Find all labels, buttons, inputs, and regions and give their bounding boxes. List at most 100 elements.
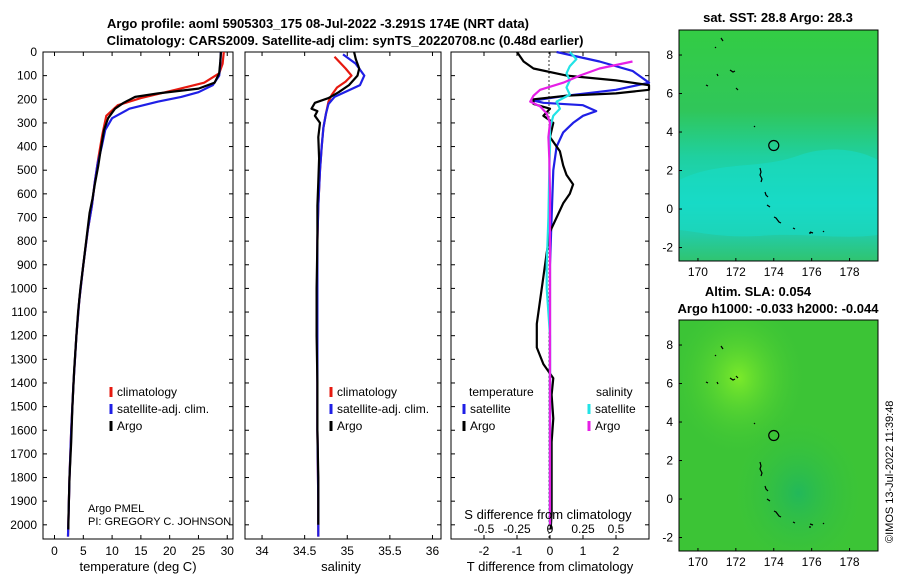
x-tick-label: 176: [802, 265, 822, 279]
series-line-argo: [310, 51, 361, 525]
s-tick-label: -0.5: [474, 522, 495, 536]
y-tick-label: 1500: [10, 400, 37, 414]
s-difference-ticks: -0.5 -0.25 0 0.25 0.5: [474, 522, 625, 536]
x-tick-label: 30: [221, 544, 235, 558]
x-tick-label: 1: [580, 544, 587, 558]
y-tick-label: 0: [666, 492, 673, 506]
x-tick-label: 35: [341, 544, 355, 558]
y-tick-label: 900: [17, 258, 37, 272]
x-tick-label: 0: [547, 544, 554, 558]
x-tick-label: 25: [192, 544, 206, 558]
t-difference-xlabel: T difference from climatology: [467, 559, 634, 574]
legend-t-satellite: satellite: [470, 402, 511, 416]
y-tick-label: 400: [17, 140, 37, 154]
y-tick-label: 6: [666, 377, 673, 391]
x-tick-label: 5: [80, 544, 87, 558]
legend-s-satellite: satellite: [595, 402, 636, 416]
legend-argo: Argo: [117, 419, 143, 433]
legend-t-argo: Argo: [470, 419, 496, 433]
sla-map: Altim. SLA: 0.054 Argo h1000: -0.033 h20…: [662, 284, 879, 569]
salinity-legend: climatology satellite-adj. clim. Argo: [329, 385, 429, 433]
sla-x-ticks: 170 172 174 176 178: [688, 548, 860, 569]
y-tick-label: -2: [662, 531, 673, 545]
temperature-x-ticks: 0 5 10 15 20 25 30: [51, 52, 234, 558]
x-tick-label: 0: [51, 544, 58, 558]
sst-map-frame: [678, 29, 879, 262]
annotation-argo-pmel: Argo PMEL: [88, 503, 144, 515]
legend-climatology: climatology: [337, 385, 397, 399]
watermark: ©IMOS 13-Jul-2022 11:39:48: [884, 401, 896, 543]
argo-float-marker: [768, 429, 780, 442]
y-tick-label: 1700: [10, 447, 37, 461]
salinity-lines: [310, 51, 366, 537]
y-tick-label: 8: [666, 48, 673, 62]
x-tick-label: 10: [105, 544, 119, 558]
sst-map: sat. SST: 28.8 Argo: 28.3 170 172 174 176 17…: [662, 10, 879, 279]
legend-s-argo: Argo: [595, 419, 621, 433]
salinity-panel: 34 34.5 35 35.5 36 salinity climatology sate…: [244, 51, 442, 574]
y-tick-label: -2: [662, 241, 673, 255]
y-tick-label: 700: [17, 210, 37, 224]
x-tick-label: 34: [255, 544, 269, 558]
difference-x-ticks: -2 -1 0 1 2: [479, 52, 620, 558]
difference-legend: temperature salinity satellite Argo sate…: [462, 385, 636, 433]
y-tick-label: 1800: [10, 471, 37, 485]
y-tick-label: 2: [666, 164, 673, 178]
y-tick-label: 1900: [10, 494, 37, 508]
legend-header-salinity: salinity: [596, 385, 633, 399]
s-difference-label: S difference from climatology: [464, 507, 632, 522]
temperature-y-ticks: 0 100 200 300 400 500 600 700 800 900 1000 1100 1200…: [10, 45, 233, 532]
x-tick-label: 178: [840, 265, 860, 279]
series-line-argo: [67, 51, 222, 530]
y-tick-label: 0: [666, 202, 673, 216]
x-tick-label: 15: [134, 544, 148, 558]
x-tick-label: 170: [688, 265, 708, 279]
sla-y-ticks: -2 0 2 4 6 8: [662, 338, 682, 545]
temperature-panel: 0 5 10 15 20 25 30 0 100 200 300 400 500 600 700 800 90…: [10, 45, 234, 574]
x-tick-label: 172: [726, 555, 746, 569]
x-tick-label: 178: [840, 555, 860, 569]
y-tick-label: 1600: [10, 423, 37, 437]
difference-lines: [516, 50, 651, 530]
title-line-2: Climatology: CARS2009. Satellite-adj cli…: [107, 33, 584, 48]
y-tick-label: 1100: [11, 305, 37, 319]
sla-coastline: [705, 345, 825, 528]
sst-cool-band: [679, 149, 878, 237]
y-tick-label: 2: [666, 454, 673, 468]
x-tick-label: 174: [764, 265, 784, 279]
x-tick-label: 174: [764, 555, 784, 569]
y-tick-label: 6: [666, 87, 673, 101]
legend-argo: Argo: [337, 419, 363, 433]
x-tick-label: 176: [802, 555, 822, 569]
y-tick-label: 1200: [10, 329, 37, 343]
legend-climatology: climatology: [117, 385, 177, 399]
y-tick-label: 4: [666, 125, 673, 139]
salinity-xlabel: salinity: [321, 559, 361, 574]
x-tick-label: 170: [688, 555, 708, 569]
sst-y-ticks: -2 0 2 4 6 8: [662, 48, 682, 255]
y-tick-label: 2000: [10, 518, 37, 532]
temperature-xlabel: temperature (deg C): [79, 559, 196, 574]
title-line-1: Argo profile: aoml 5905303_175 08-Jul-20…: [107, 16, 529, 31]
y-tick-label: 800: [17, 234, 37, 248]
argo-float-marker: [768, 139, 780, 152]
s-tick-label: 0.25: [571, 522, 595, 536]
legend-satellite: satellite-adj. clim.: [117, 402, 209, 416]
legend-header-temperature: temperature: [469, 385, 534, 399]
sla-map-subtitle: Argo h1000: -0.033 h2000: -0.044: [678, 301, 880, 316]
y-tick-label: 8: [666, 338, 673, 352]
y-tick-label: 100: [17, 69, 37, 83]
difference-panel: -2 -1 0 1 2 T difference from climatology S …: [450, 50, 651, 574]
legend-satellite: satellite-adj. clim.: [337, 402, 429, 416]
y-tick-label: 300: [17, 116, 37, 130]
x-tick-label: 172: [726, 265, 746, 279]
annotation-pi: PI: GREGORY C. JOHNSON: [88, 516, 231, 528]
sst-x-ticks: 170 172 174 176 178: [688, 258, 860, 279]
x-tick-label: -1: [512, 544, 523, 558]
sst-map-title: sat. SST: 28.8 Argo: 28.3: [703, 10, 853, 25]
y-tick-label: 1400: [10, 376, 37, 390]
salinity-axes-box: [244, 51, 442, 540]
series-line-t-argo: [516, 51, 651, 530]
y-tick-label: 1000: [10, 281, 37, 295]
temperature-legend: climatology satellite-adj. clim. Argo: [109, 385, 209, 433]
